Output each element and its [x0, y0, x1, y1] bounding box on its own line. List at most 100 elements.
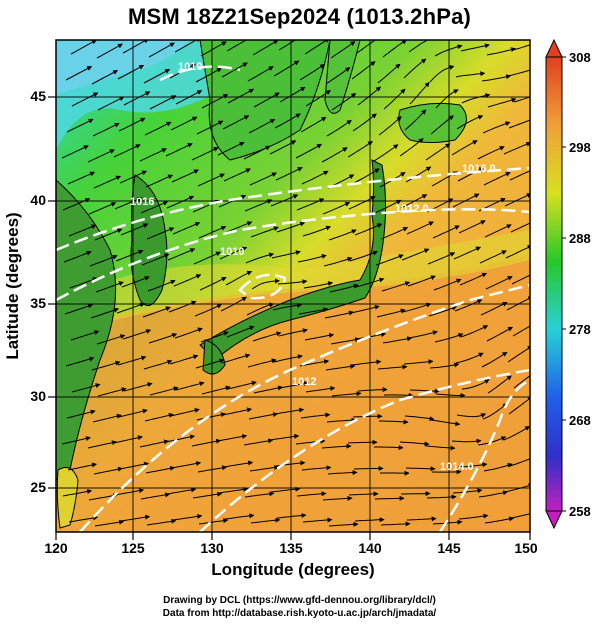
- streamline: [477, 146, 505, 160]
- streamline: [510, 513, 530, 519]
- streamline: [198, 518, 229, 525]
- streamline: [429, 362, 460, 369]
- streamline: [482, 402, 508, 420]
- streamline: [399, 441, 430, 447]
- streamline: [87, 149, 115, 163]
- streamline: [278, 40, 297, 51]
- streamline: [484, 516, 515, 524]
- streamline: [253, 92, 280, 108]
- streamline: [373, 144, 399, 162]
- streamline: [97, 96, 125, 111]
- streamline: [425, 143, 451, 161]
- isobar-label: 1012: [292, 376, 316, 388]
- streamline: [302, 517, 333, 523]
- y-axis-title: Latitude (degrees): [3, 212, 22, 359]
- streamline: [377, 364, 408, 370]
- streamline: [482, 121, 511, 134]
- streamline: [249, 465, 280, 472]
- streamline: [173, 274, 202, 287]
- streamline: [484, 224, 512, 238]
- streamline: [401, 491, 431, 497]
- streamline: [197, 465, 228, 473]
- streamline: [406, 516, 437, 522]
- streamline: [506, 296, 530, 311]
- streamline: [434, 44, 463, 57]
- map-title: MSM 18Z21Sep2024 (1013.2hPa): [127, 4, 472, 29]
- streamline: [378, 116, 402, 136]
- streamline: [295, 143, 323, 159]
- streamline: [380, 227, 409, 240]
- streamline: [117, 64, 145, 80]
- streamline: [452, 488, 483, 494]
- streamline: [479, 250, 507, 264]
- streamline: [244, 199, 273, 212]
- streamline: [277, 279, 308, 285]
- streamline: [174, 327, 203, 339]
- streamline: [374, 495, 405, 501]
- streamline: [486, 47, 516, 56]
- streamline: [223, 460, 254, 468]
- streamline: [478, 490, 509, 498]
- colorbar-tick-label: 308: [569, 50, 591, 65]
- x-tick-label: 140: [358, 540, 382, 556]
- streamline: [143, 68, 171, 84]
- streamline: [487, 375, 512, 394]
- streamline: [247, 358, 277, 368]
- streamline: [279, 86, 306, 103]
- streamline: [90, 307, 120, 319]
- streamline: [252, 331, 282, 342]
- streamline: [249, 172, 277, 186]
- streamline: [146, 227, 175, 240]
- streamline: [171, 169, 199, 183]
- streamline: [429, 65, 455, 83]
- streamline: [456, 413, 487, 418]
- streamline: [221, 62, 248, 78]
- streamline: [67, 462, 98, 471]
- streamline: [251, 278, 280, 290]
- streamline: [403, 58, 427, 79]
- streamline: [402, 302, 432, 313]
- streamline: [353, 168, 380, 184]
- streamline: [166, 195, 195, 209]
- streamline: [487, 97, 517, 108]
- streamline: [432, 225, 460, 239]
- streamline: [250, 517, 281, 524]
- x-tick-label: 145: [437, 540, 461, 556]
- streamline: [70, 40, 97, 55]
- streamline: [171, 461, 202, 469]
- streamline: [144, 121, 172, 136]
- streamline: [200, 41, 227, 57]
- streamline: [350, 304, 380, 314]
- streamline: [270, 194, 299, 207]
- streamline: [303, 281, 334, 289]
- streamline: [252, 40, 279, 56]
- colorbar-scale: [545, 56, 563, 512]
- streamline: [196, 120, 224, 135]
- streamline: [461, 93, 491, 104]
- streamline: [321, 147, 348, 163]
- streamline: [243, 438, 274, 446]
- streamline: [456, 115, 484, 130]
- streamline: [455, 352, 484, 364]
- streamline: [326, 119, 352, 137]
- streamline: [348, 491, 379, 497]
- streamline: [408, 330, 438, 339]
- streamline: [351, 61, 376, 80]
- streamline: [301, 465, 332, 471]
- streamline: [425, 445, 456, 451]
- axis-ticks: [48, 96, 531, 540]
- streamline: [451, 140, 478, 156]
- streamline: [68, 515, 99, 523]
- isobar-label: 1016: [130, 196, 154, 208]
- streamline: [273, 60, 300, 77]
- streamline: [139, 148, 167, 162]
- streamline: [296, 198, 325, 211]
- streamline: [507, 345, 530, 363]
- streamline: [510, 222, 530, 233]
- streamline: [460, 43, 490, 52]
- streamline: [505, 245, 530, 259]
- streamline: [430, 419, 461, 427]
- streamline: [68, 224, 97, 237]
- streamline: [118, 117, 146, 132]
- streamline: [508, 119, 530, 129]
